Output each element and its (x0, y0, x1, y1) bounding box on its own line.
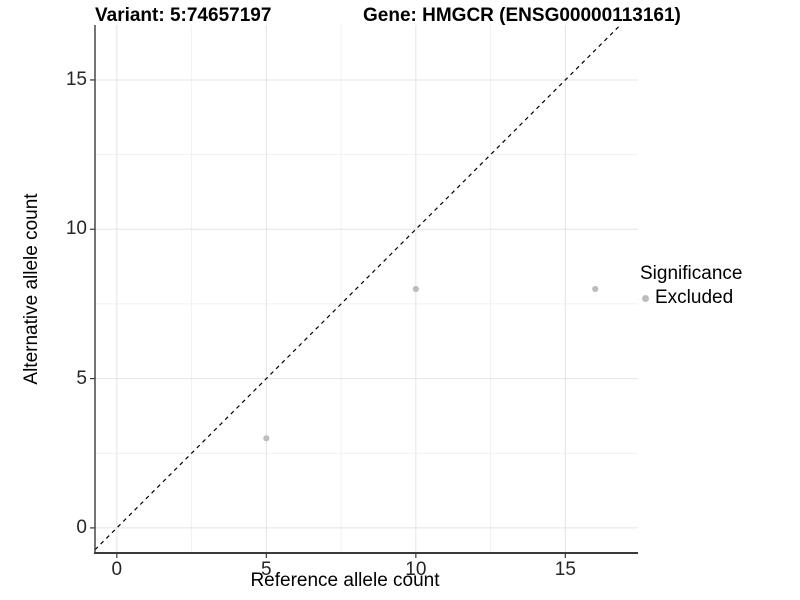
x-tick-label: 10 (405, 559, 427, 580)
x-tick-label: 15 (554, 559, 576, 580)
legend-item-label: Excluded (655, 287, 734, 308)
legend: Significance Excluded (640, 263, 742, 309)
x-axis-title: Reference allele count (250, 570, 440, 591)
y-tick-label: 15 (65, 68, 87, 90)
legend-dot-icon (642, 294, 649, 302)
identity-reference-line (94, 24, 621, 551)
data-point (263, 435, 270, 442)
gene-title: Gene: HMGCR (ENSG00000113161) (363, 5, 681, 26)
legend-items: Excluded (640, 287, 742, 309)
variant-title: Variant: 5:74657197 (95, 5, 272, 26)
y-tick-label: 5 (76, 367, 87, 389)
y-tick-label: 10 (65, 218, 87, 240)
x-tick-label: 5 (261, 559, 272, 580)
y-tick-label: 0 (76, 516, 87, 538)
legend-item: Excluded (640, 287, 742, 309)
y-axis-title: Alternative allele count (21, 193, 42, 385)
x-tick-label: 0 (111, 559, 123, 580)
legend-title: Significance (640, 263, 743, 284)
data-point (592, 285, 599, 293)
data-point (412, 285, 419, 293)
